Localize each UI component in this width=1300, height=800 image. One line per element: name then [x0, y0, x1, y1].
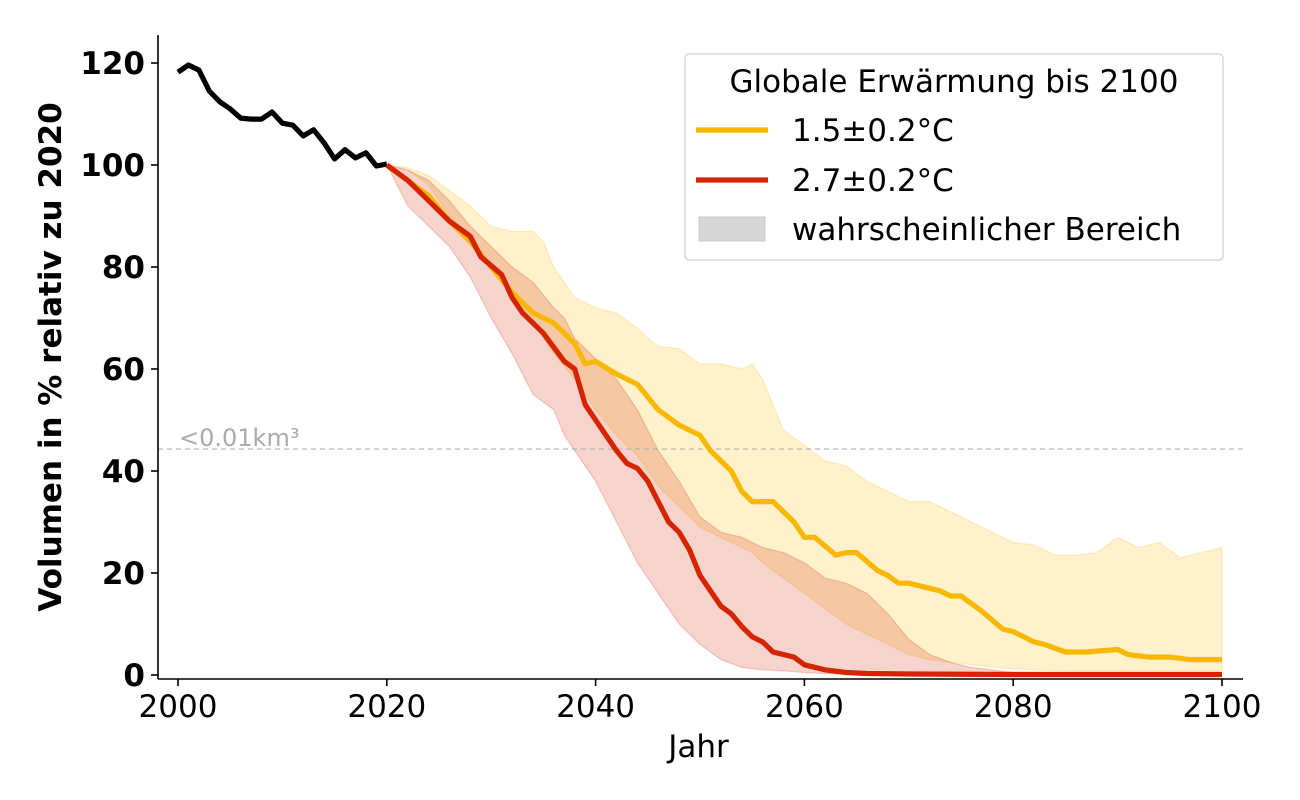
legend-entry: wahrscheinlicher Bereich — [698, 212, 1181, 248]
legend-label: wahrscheinlicher Bereich — [792, 212, 1181, 248]
band-1-5c — [386, 164, 1223, 672]
line-historical — [176, 62, 388, 169]
x-tick-label: 2080 — [974, 689, 1053, 725]
x-tick-label: 2000 — [139, 689, 218, 725]
x-tick-label: 2060 — [765, 689, 844, 725]
y-tick-label: 20 — [102, 556, 145, 592]
y-tick-label: 80 — [102, 250, 145, 286]
y-axis-label: Volumen in % relativ zu 2020 — [33, 102, 69, 611]
line-2-7c — [385, 162, 1222, 678]
x-tick-label: 2100 — [1183, 689, 1262, 725]
y-tick-label: 120 — [80, 46, 145, 82]
y-ticks: 0 20 40 60 80 100 120 — [80, 46, 158, 694]
x-tick-label: 2040 — [556, 689, 635, 725]
legend-label: 2.7±0.2°C — [792, 163, 954, 199]
legend-entry: 1.5±0.2°C — [696, 113, 954, 149]
legend-swatch-patch — [698, 216, 766, 242]
legend-label: 1.5±0.2°C — [792, 113, 954, 149]
legend-entries: 1.5±0.2°C 2.7±0.2°C wahrscheinlicher Berei… — [696, 113, 1181, 248]
legend: Globale Erwärmung bis 2100 1.5±0.2°C 2.7±… — [684, 53, 1224, 261]
series-lines — [176, 62, 1222, 678]
x-tick-label: 2020 — [347, 689, 426, 725]
line-1-5c — [385, 162, 1222, 663]
x-ticks: 2000 2020 2040 2060 2080 2100 — [139, 679, 1262, 725]
threshold-group: <0.01km³ — [158, 424, 1243, 452]
y-tick-label: 60 — [102, 352, 145, 388]
legend-box — [684, 53, 1224, 261]
y-tick-label: 100 — [80, 148, 145, 184]
y-tick-label: 40 — [102, 454, 145, 490]
x-axis-label: Jahr — [666, 729, 729, 765]
legend-title: Globale Erwärmung bis 2100 — [730, 64, 1179, 100]
y-tick-label: 0 — [123, 658, 145, 694]
legend-entry: 2.7±0.2°C — [696, 163, 954, 199]
threshold-label: <0.01km³ — [179, 424, 299, 452]
